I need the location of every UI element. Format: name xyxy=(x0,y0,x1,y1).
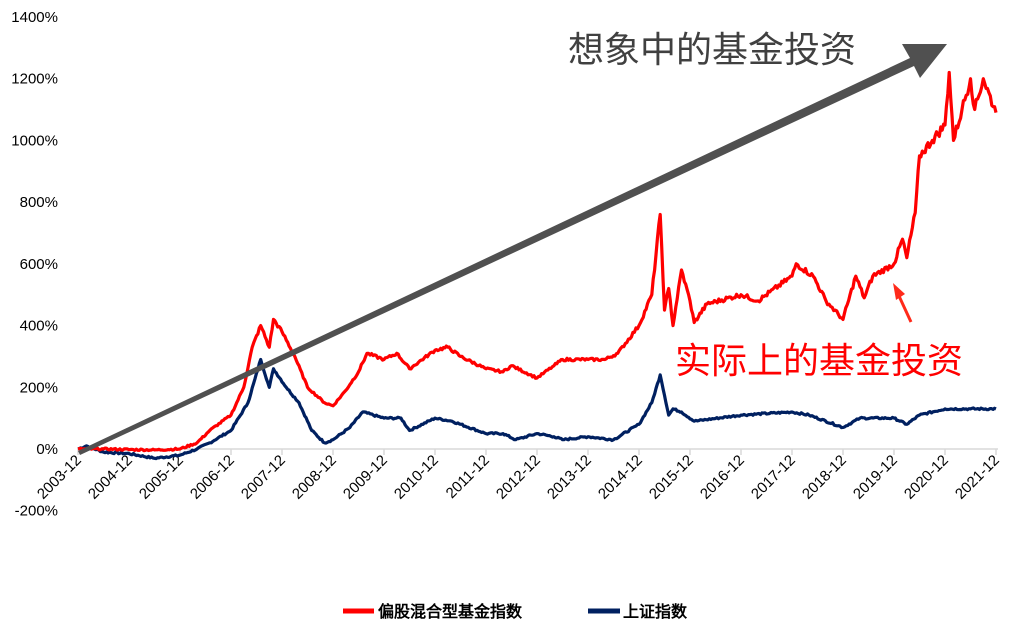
imagined-arrow xyxy=(78,44,947,455)
y-tick-label: 1400% xyxy=(11,9,58,26)
x-tick-label: 2019-12 xyxy=(850,452,901,503)
x-tick-label: 2006-12 xyxy=(187,452,238,503)
x-tick-label: 2015-12 xyxy=(646,452,697,503)
plot-area xyxy=(77,70,998,461)
y-tick-label: -200% xyxy=(15,503,58,520)
y-tick-label: 0% xyxy=(36,441,58,458)
legend-label-index: 上证指数 xyxy=(623,602,688,621)
y-tick-label: 200% xyxy=(20,379,58,396)
series-line-shanghai-index xyxy=(77,357,997,461)
legend-label-fund: 偏股混合型基金指数 xyxy=(378,602,523,621)
x-tick-label: 2011-12 xyxy=(443,452,493,502)
x-tick-label: 2017-12 xyxy=(748,452,799,503)
legend: 偏股混合型基金指数 上证指数 xyxy=(343,602,688,621)
x-tick-label: 2008-12 xyxy=(289,452,340,503)
y-tick-label: 1000% xyxy=(11,132,58,149)
y-tick-label: 1200% xyxy=(11,71,58,88)
x-tick-label: 2005-12 xyxy=(136,452,187,503)
x-axis: 2003-12 2004-12 2005-12 2006-12 2007-12 2008-… xyxy=(34,448,1003,503)
x-tick-label: 2004-12 xyxy=(85,452,136,503)
x-tick-label: 2010-12 xyxy=(391,452,442,503)
actual-arrow xyxy=(893,283,913,323)
annotation-imagined: 想象中的基金投资 xyxy=(568,30,856,71)
x-tick-label: 2020-12 xyxy=(901,452,952,503)
x-tick-label: 2013-12 xyxy=(544,452,595,503)
x-tick-label: 2003-12 xyxy=(34,452,85,503)
x-tick-label: 2021-12 xyxy=(952,452,1003,503)
y-tick-label: 800% xyxy=(20,194,58,211)
imagined-arrow-shape xyxy=(78,44,947,455)
y-tick-label: 400% xyxy=(20,318,58,335)
x-tick-label: 2009-12 xyxy=(340,452,391,503)
y-axis: -200% 0% 200% 400% 600% 800% 1000% 1200% 1400% xyxy=(11,9,58,520)
series-line-fund-index xyxy=(77,70,998,453)
x-tick-label: 2014-12 xyxy=(595,452,646,503)
x-tick-label: 2012-12 xyxy=(493,452,544,503)
x-tick-label: 2007-12 xyxy=(238,452,289,503)
x-tick-label: 2016-12 xyxy=(697,452,748,503)
y-tick-label: 600% xyxy=(20,256,58,273)
annotation-actual: 实际上的基金投资 xyxy=(675,341,963,382)
x-tick-label: 2018-12 xyxy=(799,452,850,503)
